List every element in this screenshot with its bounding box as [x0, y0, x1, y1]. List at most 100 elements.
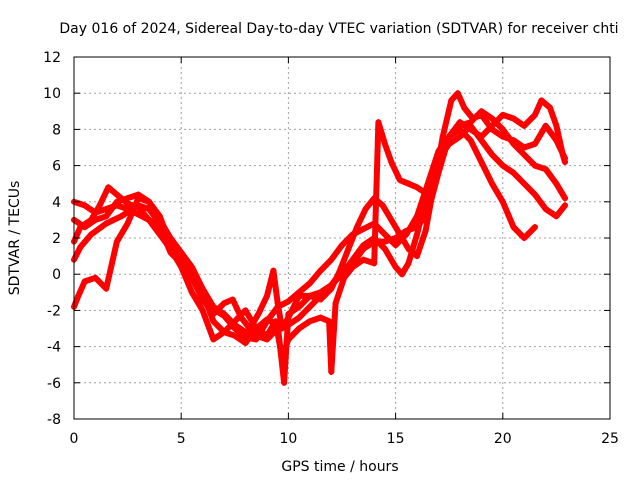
data-point [317, 267, 324, 274]
data-point [561, 158, 568, 165]
data-point [156, 216, 163, 223]
data-point [489, 122, 496, 129]
y-tick-label: -6 [47, 376, 61, 392]
data-point [255, 311, 262, 318]
data-point [478, 133, 485, 140]
x-tick-label: 20 [494, 431, 512, 447]
y-tick-label: 2 [52, 231, 61, 247]
data-point [489, 115, 496, 122]
data-point [146, 198, 153, 205]
data-point [124, 220, 131, 227]
data-point [371, 238, 378, 245]
data-point [521, 144, 528, 151]
data-point [399, 271, 406, 278]
x-tick-label: 0 [70, 431, 79, 447]
data-point [403, 227, 410, 234]
y-tick-label: -8 [47, 412, 61, 428]
data-point [285, 336, 292, 343]
data-point [456, 133, 463, 140]
data-point [178, 249, 185, 256]
data-point [188, 263, 195, 270]
data-point [156, 231, 163, 238]
data-point [339, 267, 345, 274]
data-point [435, 169, 442, 176]
y-tick-label: 8 [52, 122, 61, 138]
data-point [253, 325, 260, 332]
x-tick-label: 15 [387, 431, 405, 447]
data-point [285, 298, 292, 305]
series-track-5 [71, 97, 568, 343]
data-point [210, 318, 217, 325]
data-point [281, 379, 288, 386]
data-point [405, 180, 412, 187]
data-point [553, 180, 560, 187]
data-series [71, 90, 568, 386]
data-point [489, 180, 496, 187]
data-point [375, 119, 382, 126]
data-point [272, 318, 279, 325]
data-point [561, 195, 568, 202]
y-tick-label: -2 [47, 303, 61, 319]
data-point [296, 314, 303, 321]
data-point [542, 122, 549, 129]
data-point [328, 368, 335, 375]
data-point [478, 108, 485, 115]
data-point [546, 104, 553, 111]
data-point [317, 314, 324, 321]
data-point [135, 204, 142, 211]
data-point [396, 177, 403, 184]
y-tick-label: -4 [47, 340, 61, 356]
data-point [467, 137, 474, 144]
data-point [538, 97, 545, 104]
data-point [531, 224, 538, 231]
data-point [274, 325, 281, 332]
series-track-4 [71, 108, 568, 375]
data-point [231, 332, 238, 339]
data-point [349, 260, 356, 267]
data-point [75, 292, 82, 299]
data-point [379, 202, 386, 209]
data-point [81, 202, 88, 209]
data-point [454, 90, 461, 97]
data-point [103, 285, 110, 292]
data-point [446, 133, 453, 140]
data-point [263, 316, 270, 323]
data-point [278, 354, 285, 361]
data-point [242, 307, 249, 314]
data-point [478, 158, 485, 165]
data-point [467, 119, 474, 126]
data-point [371, 260, 378, 267]
data-point [113, 238, 120, 245]
data-point [542, 166, 549, 173]
data-point [559, 151, 566, 158]
data-point [489, 151, 496, 158]
data-point [392, 242, 399, 249]
data-point [242, 329, 249, 336]
data-point [422, 227, 429, 234]
data-point [296, 303, 303, 310]
data-point [242, 339, 249, 346]
data-point [414, 224, 421, 231]
data-point [561, 202, 568, 209]
y-tick-label: 10 [43, 86, 61, 102]
data-point [178, 263, 185, 270]
data-point [392, 263, 399, 270]
data-point [229, 296, 236, 303]
y-axis-label: SDTVAR / TECUs [7, 181, 23, 296]
data-point [306, 292, 313, 299]
grid-lines [74, 57, 610, 419]
data-point [285, 321, 292, 328]
data-point [424, 209, 431, 216]
data-point [354, 224, 361, 231]
data-point [270, 267, 277, 274]
data-point [405, 245, 412, 252]
y-tick-label: 0 [52, 267, 61, 283]
data-point [81, 278, 88, 285]
data-point [81, 224, 88, 231]
data-point [113, 198, 120, 205]
data-point [146, 216, 153, 223]
data-point [531, 191, 538, 198]
data-point [510, 169, 517, 176]
x-tick-label: 25 [601, 431, 619, 447]
